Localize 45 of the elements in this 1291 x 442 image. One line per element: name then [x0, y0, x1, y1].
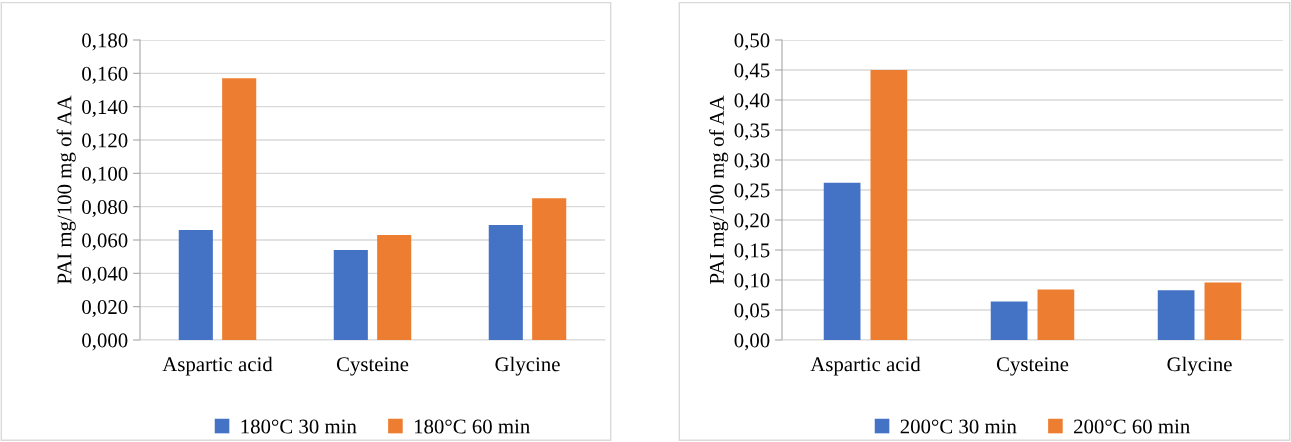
y-tick-label: 0,160	[82, 66, 128, 84]
legend-label: 180°C 30 min	[241, 419, 357, 434]
x-tick-label: Glycine	[1167, 356, 1232, 376]
x-tick-label: Aspartic acid	[810, 356, 921, 376]
y-axis-title: PAI mg/100 mg of AA	[56, 95, 76, 284]
y-tick-label: 0,020	[82, 300, 128, 318]
bar	[377, 235, 412, 340]
bar	[178, 230, 213, 340]
x-tick-label: Aspartic acid	[162, 356, 273, 376]
y-tick-label: 0,25	[734, 183, 770, 201]
legend-label: 180°C 60 min	[414, 419, 530, 434]
bar	[990, 301, 1028, 340]
y-tick-label: 0,040	[82, 266, 128, 284]
legend-label: 200°C 30 min	[900, 419, 1017, 434]
x-tick-label: Cysteine	[996, 357, 1069, 376]
y-tick-label: 0,080	[82, 200, 128, 218]
bar	[333, 250, 368, 340]
bar	[1204, 282, 1242, 340]
bar	[823, 182, 861, 340]
legend-label: 200°C 60 min	[1074, 419, 1190, 434]
y-tick-label: 0,05	[734, 303, 770, 321]
y-tick-label: 0,45	[734, 63, 770, 81]
bar	[1157, 290, 1195, 340]
y-tick-label: 0,20	[734, 213, 770, 231]
y-tick-label: 0,50	[734, 33, 770, 51]
y-tick-label: 0,35	[734, 123, 770, 141]
y-axis-title: PAI mg/100 mg of AA	[709, 95, 729, 284]
y-tick-label: 0,30	[734, 153, 770, 171]
y-tick-label: 0,180	[82, 33, 128, 51]
y-tick-label: 0,15	[734, 243, 770, 261]
y-tick-label: 0,120	[82, 133, 128, 151]
y-tick-label: 0,140	[82, 100, 128, 118]
x-tick-label: Glycine	[495, 356, 560, 376]
y-tick-label: 0,000	[82, 333, 128, 351]
bar	[532, 198, 567, 340]
y-tick-label: 0,10	[734, 273, 770, 291]
bar	[488, 225, 523, 340]
bar	[222, 78, 257, 340]
x-tick-label: Cysteine	[336, 357, 409, 376]
y-tick-label: 0,00	[734, 333, 770, 351]
y-tick-label: 0,100	[82, 166, 128, 184]
bar	[1037, 289, 1075, 340]
y-tick-label: 0,40	[734, 93, 770, 111]
bar	[870, 70, 908, 340]
y-tick-label: 0,060	[82, 233, 128, 251]
